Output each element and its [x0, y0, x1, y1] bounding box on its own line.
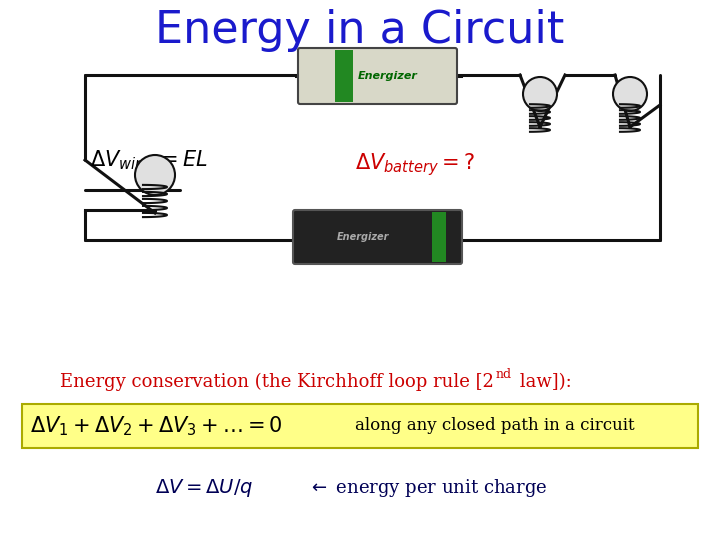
- Circle shape: [613, 77, 647, 111]
- Text: $\leftarrow$ energy per unit charge: $\leftarrow$ energy per unit charge: [308, 477, 547, 499]
- Text: Energy in a Circuit: Energy in a Circuit: [156, 9, 564, 51]
- Bar: [335, 50, 353, 102]
- Text: $\Delta V_{wire}$ $= EL$: $\Delta V_{wire}$ $= EL$: [90, 148, 208, 172]
- Text: Energizer: Energizer: [358, 71, 418, 81]
- Text: Energy conservation (the Kirchhoff loop rule [2: Energy conservation (the Kirchhoff loop …: [60, 373, 494, 391]
- Text: law]):: law]):: [514, 373, 572, 391]
- Circle shape: [135, 155, 175, 195]
- Text: along any closed path in a circuit: along any closed path in a circuit: [355, 417, 634, 435]
- Text: $\Delta V_1 + \Delta V_2 + \Delta V_3 + \ldots = 0$: $\Delta V_1 + \Delta V_2 + \Delta V_3 + …: [30, 414, 283, 438]
- FancyBboxPatch shape: [22, 404, 698, 448]
- FancyBboxPatch shape: [293, 210, 462, 264]
- Text: $\Delta V_{battery}$$ = ?$: $\Delta V_{battery}$$ = ?$: [355, 152, 474, 178]
- Circle shape: [523, 77, 557, 111]
- Text: Energizer: Energizer: [336, 232, 389, 242]
- Text: nd: nd: [496, 368, 512, 381]
- FancyBboxPatch shape: [298, 48, 457, 104]
- Text: $\Delta V= \Delta U/q$: $\Delta V= \Delta U/q$: [155, 477, 253, 499]
- Bar: [432, 212, 446, 262]
